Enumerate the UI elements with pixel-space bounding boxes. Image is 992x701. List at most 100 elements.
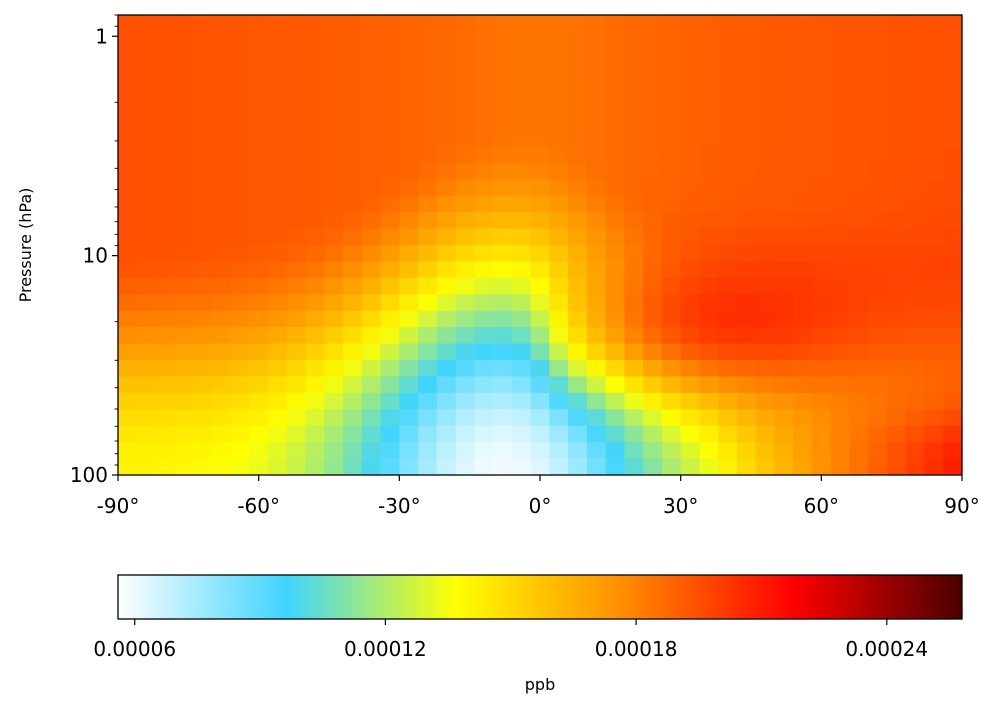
heatmap-cell [924, 146, 944, 164]
heatmap-cell [136, 458, 157, 475]
heatmap-cell [793, 409, 813, 427]
heatmap-cell [624, 360, 644, 378]
heatmap-cell [418, 146, 438, 164]
heatmap-cell [905, 80, 926, 98]
heatmap-cell [605, 97, 625, 115]
heatmap-cell [868, 277, 888, 295]
heatmap-cell [211, 327, 232, 345]
heatmap-cell [268, 15, 288, 33]
heatmap-cell [361, 376, 382, 394]
heatmap-cell [793, 97, 813, 115]
heatmap-cell [211, 261, 232, 279]
heatmap-cell [680, 360, 701, 378]
heatmap-cell [268, 343, 288, 361]
heatmap-cell [530, 113, 550, 131]
heatmap-cell [661, 343, 682, 361]
heatmap-cell [193, 343, 213, 361]
heatmap-cell [530, 442, 550, 460]
heatmap-cell [174, 245, 194, 263]
heatmap-cell [155, 162, 175, 180]
heatmap-cell [418, 64, 438, 82]
heatmap-cell [661, 80, 682, 98]
heatmap-cell [905, 113, 926, 131]
heatmap-cell [924, 409, 944, 427]
heatmap-cell [399, 146, 419, 164]
heatmap-cell [249, 64, 269, 82]
heatmap-cell [755, 228, 776, 246]
heatmap-cell [305, 195, 325, 213]
heatmap-cell [811, 130, 832, 148]
heatmap-cell [868, 195, 888, 213]
heatmap-cell [924, 294, 944, 312]
heatmap-cell [418, 409, 438, 427]
heatmap-cell [324, 212, 344, 230]
heatmap-cell [305, 162, 325, 180]
heatmap-cell [211, 130, 232, 148]
heatmap-cell [905, 409, 926, 427]
heatmap-cell [530, 277, 550, 295]
heatmap-cell [136, 47, 157, 65]
heatmap-cell [399, 97, 419, 115]
heatmap-cell [249, 360, 269, 378]
heatmap-cell [699, 442, 719, 460]
heatmap-cell [118, 97, 138, 115]
heatmap-cell [811, 146, 832, 164]
heatmap-cell [549, 409, 569, 427]
heatmap-cell [924, 360, 944, 378]
heatmap-cell [905, 376, 926, 394]
heatmap-cell [624, 146, 644, 164]
heatmap-cell [586, 212, 607, 230]
heatmap-cell [418, 228, 438, 246]
heatmap-cell [868, 47, 888, 65]
heatmap-cell [155, 360, 175, 378]
heatmap-cell [511, 277, 532, 295]
heatmap-cell [568, 113, 588, 131]
heatmap-cell [286, 162, 307, 180]
heatmap-cell [174, 392, 194, 410]
heatmap-cell [305, 294, 325, 312]
heatmap-cell [624, 327, 644, 345]
heatmap-cell [643, 360, 663, 378]
heatmap-cell [418, 113, 438, 131]
heatmap-cell [886, 425, 907, 443]
heatmap-cell [474, 376, 494, 394]
heatmap-cell [905, 228, 926, 246]
heatmap-cell [436, 392, 457, 410]
heatmap-cell [586, 327, 607, 345]
heatmap-cell [193, 64, 213, 82]
heatmap-cell [830, 409, 851, 427]
heatmap-cell [774, 15, 794, 33]
heatmap-cell [418, 31, 438, 49]
heatmap-cell [343, 47, 363, 65]
heatmap-cell [211, 162, 232, 180]
heatmap-cell [361, 343, 382, 361]
heatmap-cell [549, 425, 569, 443]
heatmap-cell [868, 15, 888, 33]
heatmap-cell [230, 343, 250, 361]
heatmap-cell [118, 80, 138, 98]
heatmap-cell [493, 261, 513, 279]
heatmap-cell [605, 64, 625, 82]
heatmap-cell [118, 310, 138, 328]
heatmap-cell [193, 97, 213, 115]
heatmap-cell [661, 212, 682, 230]
heatmap-cell [699, 409, 719, 427]
heatmap-cell [305, 15, 325, 33]
heatmap-cell [530, 409, 550, 427]
heatmap-cell [174, 64, 194, 82]
heatmap-cell [343, 212, 363, 230]
heatmap-cell [586, 458, 607, 475]
heatmap-cell [811, 376, 832, 394]
heatmap-cell [643, 47, 663, 65]
heatmap-cell [680, 376, 701, 394]
heatmap-cell [661, 458, 682, 475]
heatmap-cell [136, 80, 157, 98]
heatmap-cell [455, 245, 475, 263]
heatmap-cell [661, 64, 682, 82]
y-axis-label: Pressure (hPa) [16, 188, 35, 303]
heatmap-cell [530, 15, 550, 33]
heatmap-cell [155, 31, 175, 49]
heatmap-cell [586, 392, 607, 410]
heatmap-cell [699, 327, 719, 345]
heatmap-cell [868, 162, 888, 180]
